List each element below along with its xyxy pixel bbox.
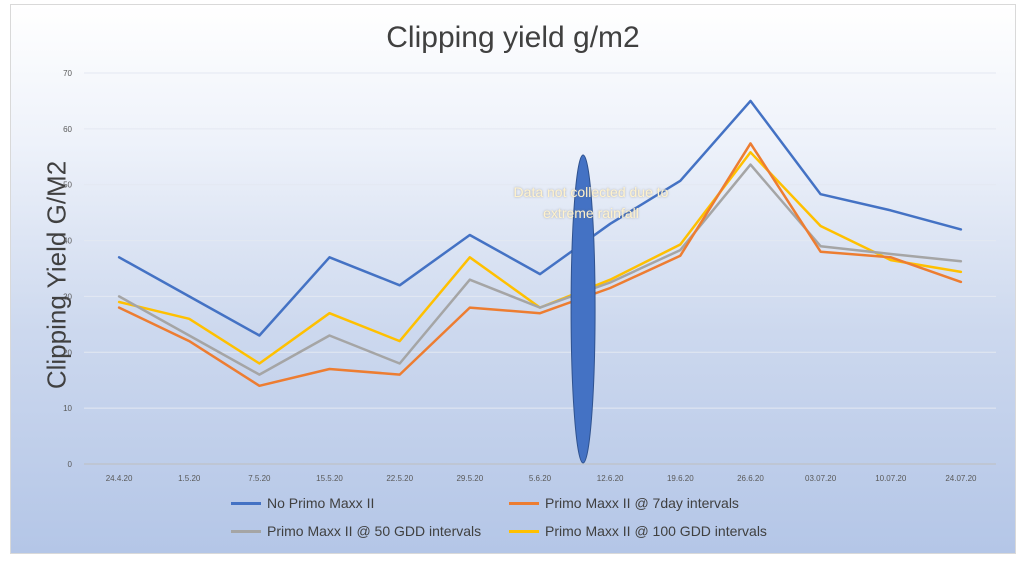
series-line-2: [117, 163, 963, 376]
legend-item: Primo Maxx II @ 100 GDD intervals: [509, 523, 767, 539]
legend-item: Primo Maxx II @ 7day intervals: [509, 495, 739, 511]
y-tick-label: 50: [63, 181, 72, 190]
x-tick-label: 19.6.20: [667, 474, 694, 483]
x-tick-label: 7.5.20: [248, 474, 271, 483]
legend-label: No Primo Maxx II: [267, 495, 375, 511]
series-line-0: [117, 99, 963, 337]
y-tick-label: 70: [63, 69, 72, 78]
x-tick-label: 24.4.20: [106, 474, 133, 483]
x-tick-label: 1.5.20: [178, 474, 201, 483]
x-tick-label: 26.6.20: [737, 474, 764, 483]
x-tick-label: 12.6.20: [597, 474, 624, 483]
x-tick-label: 03.07.20: [805, 474, 837, 483]
x-tick-label: 22.5.20: [386, 474, 413, 483]
legend-item: Primo Maxx II @ 50 GDD intervals: [231, 523, 481, 539]
legend-swatch-0: [231, 501, 261, 505]
y-tick-label: 60: [63, 125, 72, 134]
y-tick-label: 30: [63, 292, 72, 301]
y-tick-label: 10: [63, 404, 72, 413]
chart-frame: Clipping yield g/m2 Clipping Yield G/M2 …: [10, 4, 1016, 554]
x-tick-label: 29.5.20: [456, 474, 483, 483]
series-line-1: [117, 142, 963, 388]
legend-label: Primo Maxx II @ 100 GDD intervals: [545, 523, 767, 539]
plot-area: 0 10 20 30 40 50 60 70 24.4.20 1.5.20 7.5.20 15.5.2…: [63, 69, 996, 483]
x-tick-label: 15.5.20: [316, 474, 343, 483]
legend-swatch-1: [509, 501, 539, 505]
y-tick-label: 40: [63, 237, 72, 246]
legend-label: Primo Maxx II @ 50 GDD intervals: [267, 523, 482, 539]
legend: No Primo Maxx II Primo Maxx II @ 7day in…: [231, 495, 831, 551]
annotation-marker: [570, 154, 596, 464]
x-tick-label: 10.07.20: [875, 474, 907, 483]
x-tick-label: 24.07.20: [945, 474, 977, 483]
annotation-text: Data not collected due to extreme rainfa…: [513, 184, 669, 221]
x-tick-label: 5.6.20: [529, 474, 552, 483]
y-tick-label: 0: [68, 460, 73, 469]
legend-swatch-2: [231, 529, 261, 533]
chart-title: Clipping yield g/m2: [386, 21, 640, 54]
legend-label: Primo Maxx II @ 7day intervals: [545, 495, 739, 511]
y-tick-label: 20: [63, 348, 72, 357]
legend-item: No Primo Maxx II: [231, 495, 374, 511]
legend-swatch-3: [509, 529, 539, 533]
